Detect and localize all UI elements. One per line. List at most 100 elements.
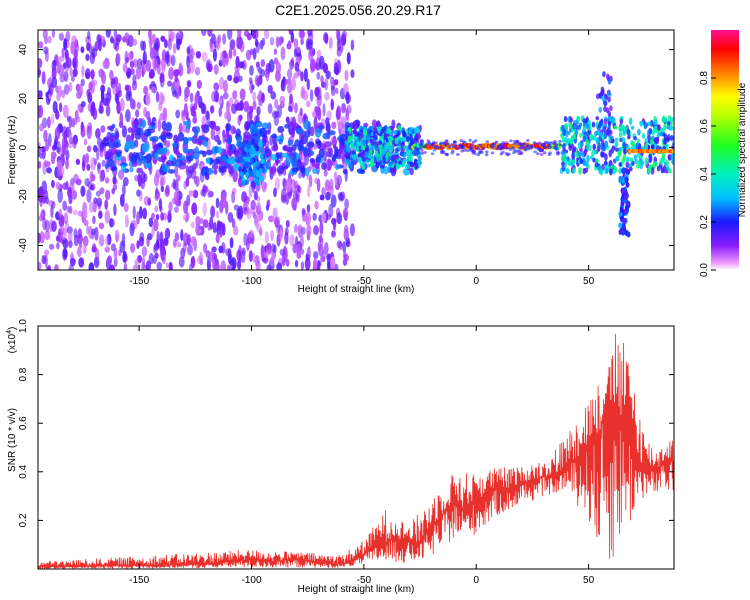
heatmap-cell <box>542 151 547 155</box>
heatmap-cell <box>113 37 118 50</box>
heatmap-cell <box>68 131 73 143</box>
heatmap-cell <box>304 257 311 270</box>
heatmap-cell <box>73 173 79 184</box>
heatmap-cell <box>94 248 100 262</box>
heatmap-cell <box>127 127 133 134</box>
heatmap-cell <box>84 153 89 168</box>
heatmap-cell <box>347 135 352 143</box>
colorbar-label: Normalized spectral amplitude <box>737 82 748 217</box>
snr-frame <box>37 325 675 570</box>
heatmap-cell <box>238 61 245 69</box>
heatmap-cell <box>626 202 631 209</box>
heatmap-cell <box>656 124 661 131</box>
heatmap-cell <box>346 158 351 164</box>
heatmap-cell <box>74 48 78 59</box>
heatmap-cell <box>194 66 201 76</box>
heatmap-cell <box>586 154 590 163</box>
heatmap-cell <box>298 172 302 179</box>
heatmap-cell <box>129 68 135 75</box>
heatmap-cell <box>367 128 372 137</box>
heatmap-cell <box>231 218 236 229</box>
colorbar-tick-label: 0.4 <box>699 167 710 181</box>
heatmap-cell <box>659 131 664 137</box>
heatmap-cell <box>273 187 277 198</box>
heatmap-cell <box>388 140 393 147</box>
heatmap-cell <box>385 130 390 134</box>
heatmap-cell <box>111 188 116 195</box>
heatmap-cell <box>122 36 127 43</box>
heatmap-cell <box>359 161 364 167</box>
heatmap-cell <box>259 153 264 160</box>
heatmap-cell <box>168 201 173 212</box>
heatmap-cell <box>620 124 625 129</box>
heatmap-cell <box>158 92 164 106</box>
heatmap-cell <box>167 80 173 87</box>
heatmap-cell <box>293 48 298 58</box>
heatmap-cell <box>555 152 560 156</box>
heatmap-cell <box>252 252 256 263</box>
heatmap-cell <box>92 215 96 225</box>
heatmap-cell <box>226 137 233 145</box>
heatmap-cell <box>236 102 243 111</box>
heatmap-cell <box>143 85 149 95</box>
heatmap-cell <box>270 229 275 241</box>
heatmap-cell <box>416 147 420 151</box>
heatmap-cell <box>148 217 154 228</box>
heatmap-cell <box>135 66 142 80</box>
heatmap-cell <box>471 151 475 155</box>
heatmap-cell <box>641 133 646 139</box>
heatmap-cell <box>205 158 211 164</box>
snr-x-tick-label: 0 <box>473 575 479 586</box>
heatmap-cell <box>243 100 250 112</box>
heatmap-cell <box>155 91 160 103</box>
heatmap-cell <box>119 193 125 207</box>
heatmap-cell <box>63 71 69 82</box>
heatmap-cell <box>380 129 385 133</box>
heatmap-cell <box>172 90 178 98</box>
heatmap-cell <box>442 141 447 145</box>
heatmap-cell <box>237 30 242 39</box>
heatmap-cell <box>113 257 118 267</box>
heatmap-cell <box>95 128 101 139</box>
heatmap-cell <box>607 120 612 127</box>
heatmap-cell <box>432 148 437 152</box>
heatmap-cell <box>184 86 190 98</box>
heatmap-cell <box>669 117 674 123</box>
heatmap-cell <box>174 232 180 242</box>
heatmap-cell <box>222 92 229 100</box>
heatmap-cell <box>602 146 606 152</box>
heatmap-cell <box>343 251 347 260</box>
heatmap-cell <box>408 128 413 135</box>
heatmap-cell <box>88 201 95 213</box>
heatmap-cell <box>153 57 158 71</box>
heatmap-cell <box>72 57 77 67</box>
heatmap-cell <box>330 230 336 238</box>
heatmap-cell <box>324 78 329 91</box>
heatmap-cell <box>271 144 279 152</box>
heatmap-cell <box>626 128 631 136</box>
heatmap-cell <box>582 118 587 124</box>
heatmap-cell <box>168 66 174 80</box>
heatmap-cell <box>613 125 618 130</box>
heatmap-cell <box>287 105 293 112</box>
heatmap-cell <box>104 209 111 224</box>
heatmap-cell <box>365 144 370 152</box>
heatmap-cell <box>413 141 418 145</box>
heatmap-cell <box>56 163 62 178</box>
heatmap-cell <box>243 30 250 37</box>
heatmap-cell <box>146 153 153 162</box>
heatmap-cell <box>589 133 594 141</box>
heatmap-cell <box>254 38 259 48</box>
heatmap-cell <box>258 141 263 148</box>
heatmap-cell <box>110 37 115 44</box>
heatmap-cell <box>77 103 81 112</box>
heatmap-cell <box>65 149 70 160</box>
heatmap-cell <box>245 172 250 179</box>
heatmap-cell <box>545 141 550 145</box>
heatmap-cell <box>214 125 221 132</box>
heatmap-cell <box>295 243 301 254</box>
heatmap-cell <box>572 133 577 140</box>
heatmap-cell <box>98 210 103 219</box>
heatmap-cell <box>328 203 334 218</box>
heatmap-cell <box>106 87 112 96</box>
